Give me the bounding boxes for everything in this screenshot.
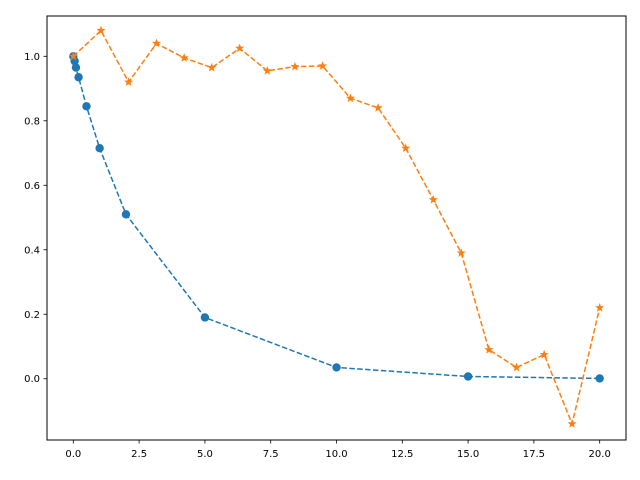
series-2 [68, 25, 605, 428]
x-tick-label: 20.0 [589, 449, 611, 460]
x-tick-label: 12.5 [391, 449, 413, 460]
data-point-star [262, 66, 272, 75]
data-point-star [317, 61, 328, 70]
data-point-circle [200, 313, 210, 322]
data-point-circle [82, 102, 91, 111]
data-point-star [151, 38, 162, 48]
data-point-star [539, 349, 549, 359]
data-point-circle [71, 63, 81, 72]
data-point-circle [463, 372, 473, 381]
data-point-star [207, 62, 217, 72]
data-point-star [345, 93, 356, 103]
y-tick-label: 0.8 [24, 116, 40, 127]
data-point-circle [74, 73, 83, 82]
x-tick-label: 0.0 [65, 449, 81, 460]
data-point-star [124, 77, 134, 86]
data-point-star [290, 61, 300, 71]
data-point-star [511, 362, 522, 372]
data-point-circle [95, 143, 104, 153]
x-tick-label: 17.5 [523, 449, 545, 460]
data-point-star [567, 419, 577, 428]
y-tick-label: 1.0 [24, 52, 40, 63]
y-tick-label: 0.0 [24, 374, 40, 385]
y-axis: 0.0 0.2 0.4 0.6 0.8 1.0 [24, 52, 47, 385]
series-line [72, 29, 601, 427]
data-point-star [595, 303, 605, 312]
data-point-star [484, 344, 494, 354]
y-tick-label: 0.2 [24, 310, 40, 321]
x-axis: 0.0 2.5 5.0 7.5 10.0 12.5 15.0 17.5 20.0 [65, 440, 611, 460]
y-tick-label: 0.4 [24, 245, 40, 256]
x-tick-label: 15.0 [457, 449, 479, 460]
y-tick-label: 0.6 [24, 181, 40, 192]
data-point-star [401, 143, 411, 153]
data-point-star [96, 25, 106, 35]
data-point-star [428, 194, 438, 204]
data-point-star [179, 53, 189, 62]
x-tick-label: 2.5 [131, 449, 147, 460]
data-point-star [235, 43, 245, 53]
data-point-circle [121, 210, 131, 219]
data-point-circle [332, 363, 341, 372]
x-tick-label: 10.0 [325, 449, 347, 460]
data-point-circle [595, 374, 604, 383]
x-tick-label: 5.0 [197, 449, 213, 460]
series-1 [69, 52, 604, 383]
series-layer [68, 25, 605, 428]
data-point-star [456, 248, 466, 257]
x-tick-label: 7.5 [263, 449, 279, 460]
data-point-star [68, 51, 78, 61]
data-point-star [373, 103, 383, 112]
data-point-circle [70, 56, 79, 66]
